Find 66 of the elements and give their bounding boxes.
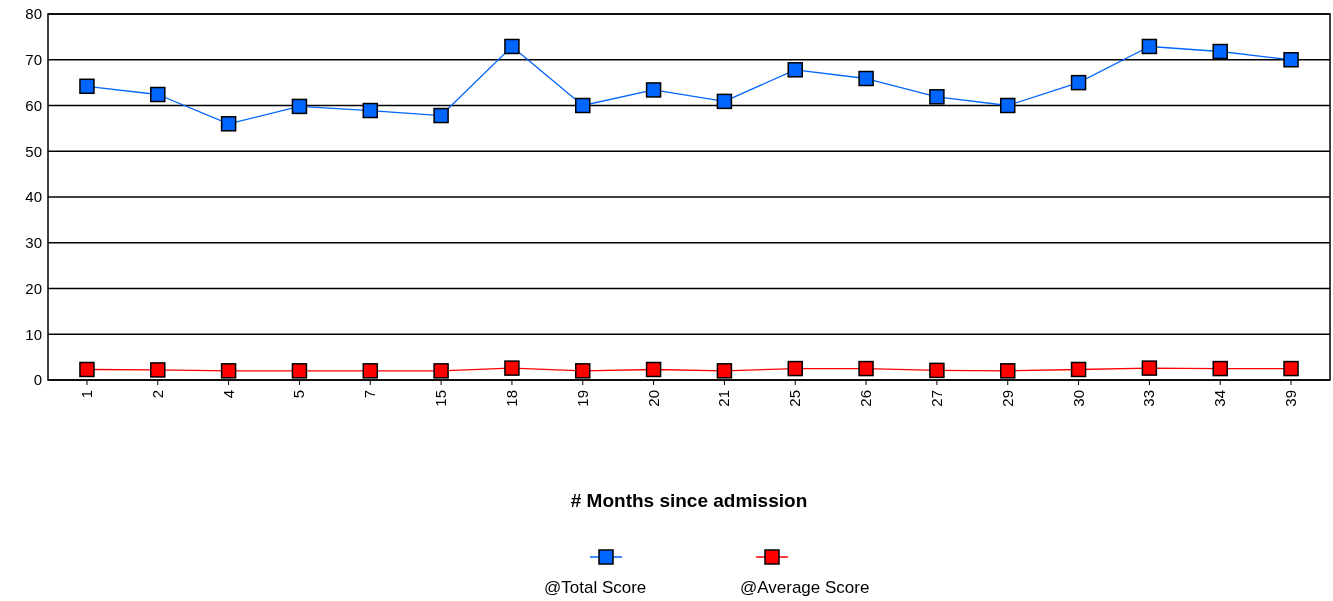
- legend-label: @Average Score: [740, 578, 870, 597]
- y-tick-label: 60: [25, 96, 42, 114]
- x-tick-label: 20: [644, 390, 662, 407]
- point: [787, 360, 803, 377]
- point: [220, 116, 237, 132]
- x-tick-label: 27: [927, 390, 945, 407]
- point: [1212, 360, 1228, 377]
- point: [645, 82, 662, 98]
- x-tick-label: 21: [715, 390, 733, 407]
- y-tick-label: 50: [25, 142, 42, 160]
- x-tick-label: 30: [1069, 390, 1087, 407]
- point: [504, 38, 520, 55]
- x-tick-label: 25: [786, 390, 804, 407]
- x-tick-label: 29: [998, 390, 1016, 407]
- point: [1141, 38, 1158, 55]
- y-tick-label: 30: [25, 234, 42, 251]
- point: [1283, 360, 1299, 377]
- point: [858, 70, 874, 87]
- point: [645, 361, 662, 378]
- point: [362, 102, 379, 119]
- x-tick-label: 5: [290, 390, 308, 399]
- x-tick-label: 26: [857, 390, 875, 407]
- point: [716, 93, 733, 110]
- point: [1070, 361, 1087, 378]
- point: [79, 78, 95, 95]
- y-tick-label: 20: [25, 279, 42, 297]
- point: [1141, 360, 1158, 376]
- point: [787, 62, 803, 78]
- y-tick-label: 70: [25, 51, 42, 68]
- point: [575, 363, 591, 379]
- x-tick-label: 33: [1140, 390, 1158, 407]
- point: [433, 363, 449, 379]
- point: [504, 360, 520, 376]
- point: [362, 363, 379, 379]
- x-tick-label: 2: [148, 390, 166, 399]
- point: [291, 98, 308, 115]
- point: [291, 363, 308, 379]
- point: [999, 97, 1016, 114]
- x-tick-label: 19: [573, 390, 591, 407]
- y-tick-label: 10: [25, 325, 42, 343]
- x-tick-label: 15: [432, 390, 450, 407]
- point: [1212, 43, 1228, 60]
- point: [929, 362, 945, 379]
- y-tick-label: 40: [25, 188, 42, 206]
- point: [220, 363, 237, 379]
- x-tick-label: 4: [219, 390, 237, 399]
- legend-label: @Total Score: [544, 578, 647, 597]
- point: [716, 363, 733, 379]
- point: [929, 89, 945, 105]
- point: [575, 97, 591, 114]
- x-tick-label: 7: [361, 390, 379, 399]
- x-tick-label: 1: [77, 390, 95, 399]
- y-tick-label: 80: [25, 5, 42, 23]
- y-tick-label: 0: [33, 371, 42, 389]
- point: [150, 86, 166, 103]
- x-tick-label: 39: [1282, 390, 1300, 407]
- x-tick-label: 34: [1211, 390, 1229, 407]
- x-tick-label: 18: [502, 390, 520, 407]
- point: [1283, 52, 1299, 68]
- x-axis-title: # Months since admission: [570, 490, 808, 511]
- point: [433, 107, 449, 124]
- point: [999, 363, 1016, 379]
- point: [858, 360, 874, 377]
- point: [150, 362, 166, 378]
- point: [79, 361, 95, 378]
- point: [1070, 74, 1087, 91]
